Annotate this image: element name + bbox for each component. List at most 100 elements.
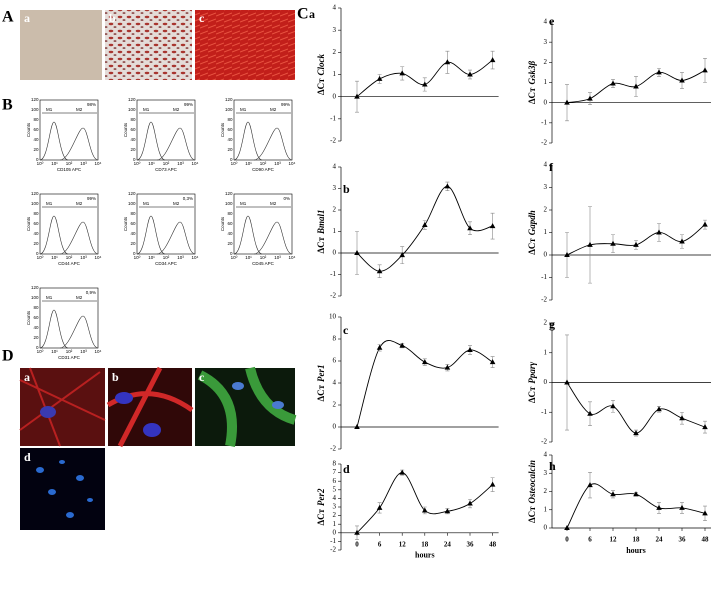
x-tick-label: 12: [399, 540, 407, 548]
y-tick-label: -2: [330, 137, 336, 145]
y-tick-label: 20: [130, 241, 136, 246]
y-tick-label: 5: [333, 485, 337, 493]
x-tick-label: 6: [378, 540, 382, 548]
y-tick-label: 0: [544, 378, 548, 386]
histogram-outline: [59, 221, 99, 255]
gate-label: M2: [270, 201, 277, 206]
image-label: c: [199, 370, 205, 384]
x-axis-label: CD31 APC: [58, 355, 81, 360]
y-tick-label: 4: [544, 161, 548, 169]
marker: [656, 229, 662, 235]
y-tick-label: -1: [330, 270, 336, 278]
marker: [610, 80, 616, 86]
y-tick-label: 20: [33, 241, 39, 246]
marker: [422, 359, 428, 365]
y-tick-label: 0: [230, 251, 233, 256]
nucleus: [272, 401, 284, 409]
image-label: c: [199, 11, 205, 25]
image: [20, 10, 102, 80]
y-axis-label: Counts: [123, 122, 128, 137]
x-tick-label: 10¹: [51, 255, 58, 260]
plot-frame: [39, 99, 99, 161]
chart-label: h: [549, 459, 556, 473]
y-tick-label: -2: [541, 296, 547, 304]
y-label-gene: Clock: [316, 53, 326, 75]
plot-frame: [136, 99, 196, 161]
y-axis-label: Counts: [220, 216, 225, 231]
x-tick-label: 10¹: [51, 161, 58, 166]
x-tick-label: 10⁴: [289, 161, 296, 166]
marker: [656, 406, 662, 412]
y-tick-label: 60: [33, 221, 39, 226]
marker: [489, 481, 496, 487]
series-line: [566, 224, 706, 256]
y-tick-label: 120: [31, 285, 39, 290]
y-tick-label: 0: [333, 423, 337, 431]
y-tick-label: 0: [133, 251, 136, 256]
y-tick-label: 100: [31, 201, 39, 206]
x-tick-label: 36: [467, 540, 475, 548]
marker: [564, 379, 570, 385]
y-tick-label: 1: [333, 70, 337, 78]
histogram-outline: [136, 215, 166, 255]
y-tick-label: -2: [330, 546, 336, 554]
plot-frame: [233, 193, 293, 255]
x-tick-label: 10²: [260, 255, 267, 260]
y-axis-label: ΔCт Per2: [316, 488, 326, 526]
y-tick-label: 100: [128, 107, 136, 112]
marker: [587, 241, 593, 247]
marker: [702, 67, 708, 73]
plot-frame: [233, 99, 293, 161]
gate-label: M2: [76, 295, 83, 300]
marker: [564, 525, 570, 530]
y-label-prefix: ΔCт: [527, 386, 537, 403]
y-axis-label: ΔCт Clock: [316, 53, 326, 95]
series-line: [356, 340, 493, 428]
marker: [376, 504, 383, 510]
y-label-prefix: ΔCт: [316, 508, 326, 525]
series-line: [356, 472, 493, 534]
percent-label: 0%: [283, 196, 290, 201]
y-tick-label: 0: [230, 157, 233, 162]
y-axis-label: ΔCт Per1: [316, 364, 326, 401]
series-line: [566, 382, 706, 434]
x-tick-label: 10³: [80, 349, 87, 354]
x-axis-label: CD45 APC: [252, 261, 275, 266]
marker: [399, 469, 405, 475]
gate-label: M1: [240, 201, 247, 206]
y-label-gene: Gapdh: [527, 210, 537, 235]
y-tick-label: 6: [333, 357, 337, 365]
marker: [444, 364, 451, 370]
y-tick-label: 120: [31, 191, 39, 196]
y-tick-label: 2: [333, 511, 337, 519]
marker: [467, 347, 473, 352]
histogram-outline: [39, 215, 69, 255]
marker: [679, 238, 685, 244]
marker: [354, 93, 360, 99]
x-axis-label: CD73 APC: [155, 167, 178, 172]
x-tick-label: 10⁴: [289, 255, 296, 260]
marker: [422, 222, 428, 228]
gate-label: M2: [173, 201, 180, 206]
y-tick-label: 1: [544, 348, 548, 356]
gate-label: M1: [143, 107, 150, 112]
x-tick-label: 6: [588, 536, 592, 544]
marker: [467, 225, 473, 231]
y-tick-label: 0: [544, 98, 548, 106]
y-tick-label: 1: [544, 228, 548, 236]
x-axis-label: hours: [626, 546, 646, 555]
marker: [610, 240, 616, 246]
y-tick-label: -1: [541, 273, 547, 281]
plot-frame: [39, 287, 99, 349]
x-tick-label: 0: [565, 536, 569, 544]
x-tick-label: 10¹: [148, 161, 155, 166]
image-label: d: [24, 450, 31, 464]
y-tick-label: 20: [227, 147, 233, 152]
image-label: b: [112, 370, 119, 384]
y-tick-label: 7: [333, 468, 337, 476]
y-label-gene: Pparγ: [527, 362, 537, 384]
y-label-prefix: ΔCт: [527, 87, 537, 104]
y-tick-label: 80: [33, 117, 39, 122]
y-axis-label: Counts: [220, 122, 225, 137]
